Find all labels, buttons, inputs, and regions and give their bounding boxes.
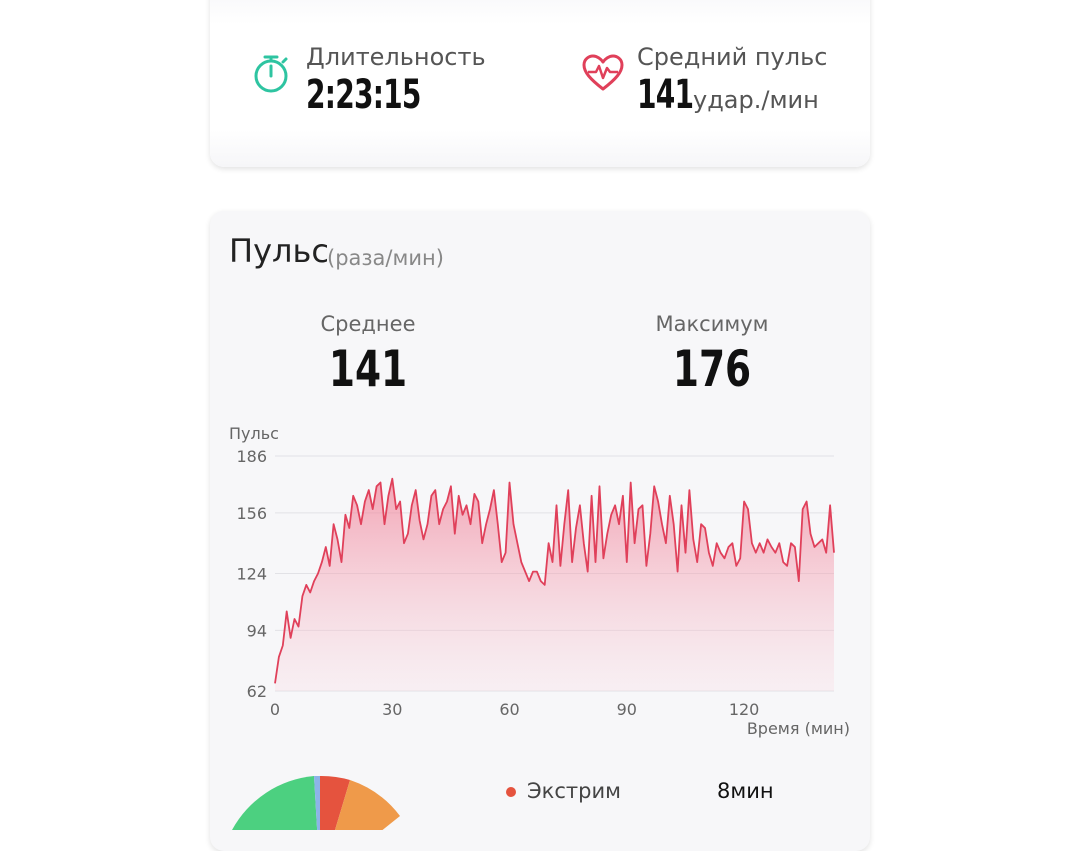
zone-pie-chart [232, 775, 400, 830]
zone-label: Экстрим [527, 779, 621, 803]
zone-value: 8мин [717, 779, 774, 803]
max-value: 176 [672, 340, 752, 398]
duration-value: 2:23:15 [306, 72, 421, 118]
pulse-area [275, 478, 834, 691]
summary-card [210, 0, 870, 167]
stopwatch-icon [254, 55, 288, 93]
avg-pulse-label: Средний пульс [637, 43, 828, 71]
avg-pulse-unit: удар./мин [693, 86, 819, 114]
avg-value: 141 [328, 340, 408, 398]
y-axis-label: Пульс [229, 424, 279, 443]
x-tick-label: 120 [729, 700, 760, 719]
y-tick-label: 62 [247, 682, 267, 701]
pulse-line [274, 477, 835, 684]
pulse-unit: (раза/мин) [327, 246, 444, 270]
avg-pulse-value: 141 [637, 72, 694, 118]
y-tick-label: 186 [236, 447, 267, 466]
max-label: Максимум [655, 312, 769, 336]
heart-pulse-icon [582, 54, 624, 91]
pulse-card [210, 211, 870, 851]
x-tick-label: 90 [617, 700, 637, 719]
x-axis-label: Время (мин) [747, 719, 850, 738]
y-tick-label: 156 [236, 504, 267, 523]
pulse-title: Пульс [229, 232, 329, 270]
pulse-chart: Пульс Время (мин) 62 94 124 156 186 0 30 60 90 12… [229, 424, 850, 738]
pie-slice-green [232, 776, 318, 830]
avg-label: Среднее [320, 312, 416, 336]
y-tick-label: 124 [236, 565, 267, 584]
zone-color-dot [506, 787, 516, 797]
x-tick-label: 30 [382, 700, 402, 719]
y-tick-label: 94 [247, 621, 267, 640]
duration-label: Длительность [306, 43, 486, 71]
x-tick-label: 0 [270, 700, 280, 719]
x-tick-label: 60 [499, 700, 519, 719]
